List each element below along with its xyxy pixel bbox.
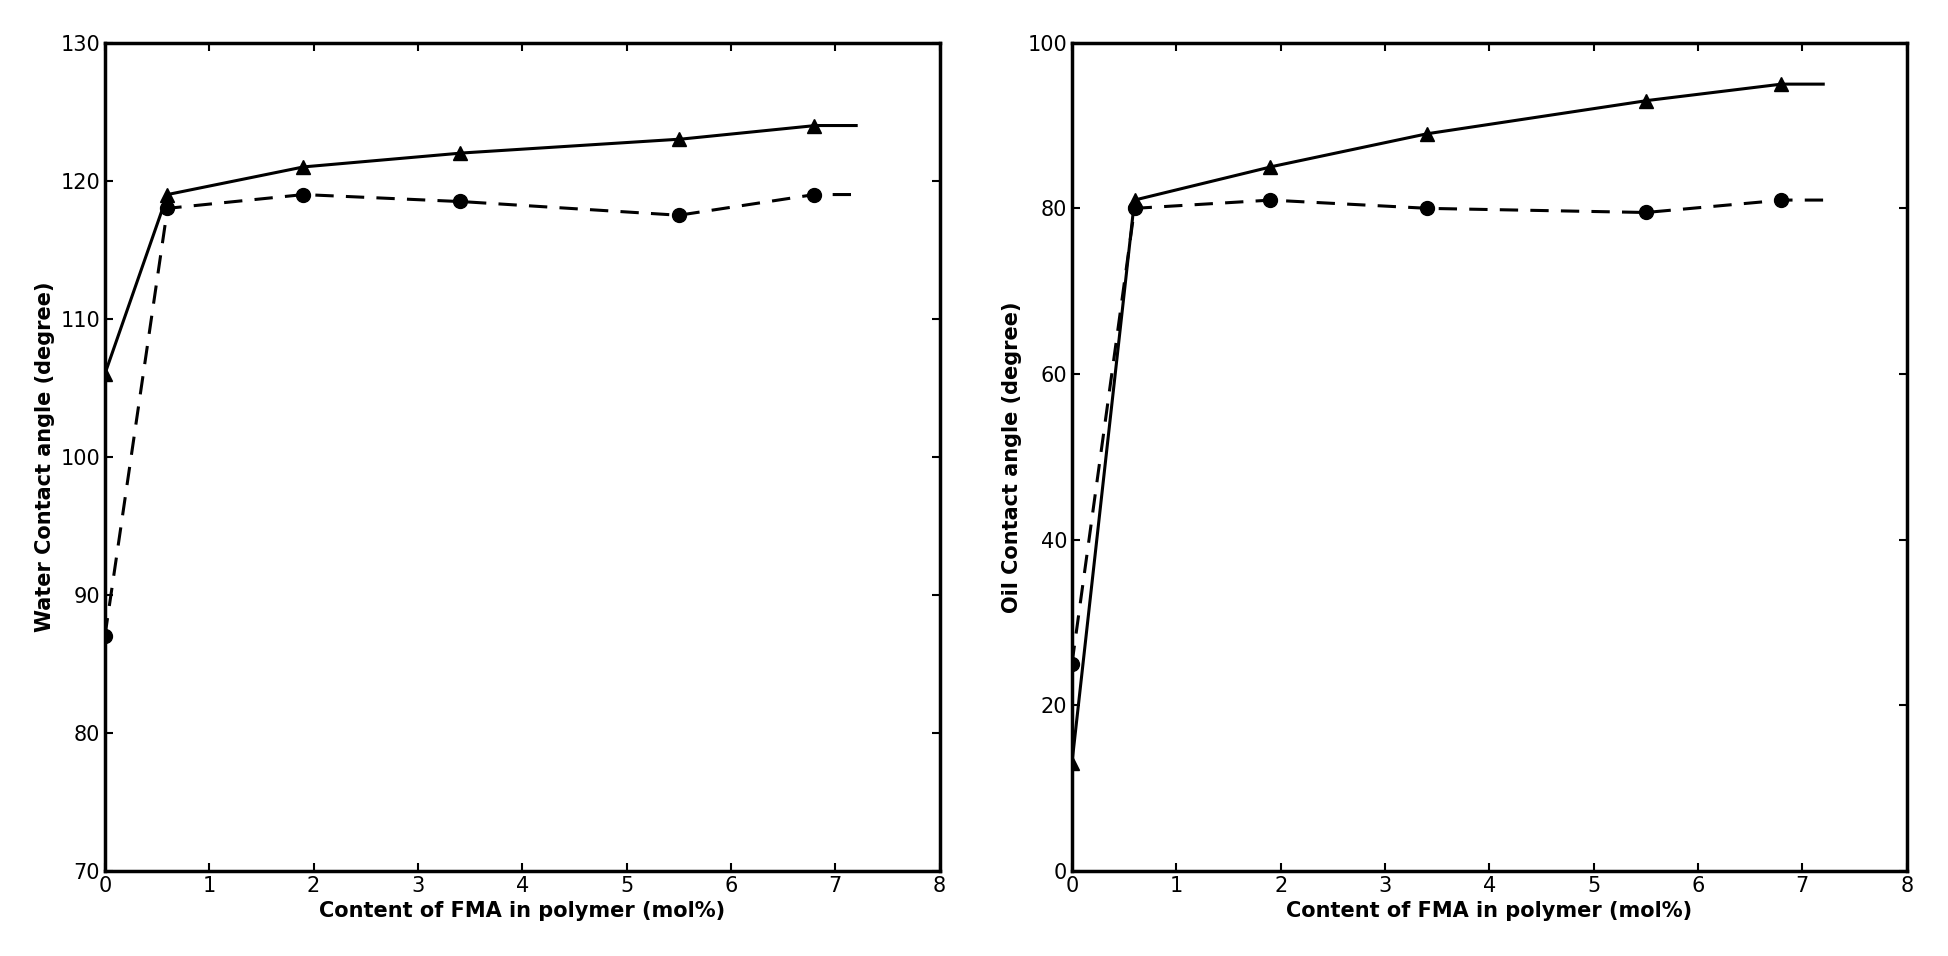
Y-axis label: Water Contact angle (degree): Water Contact angle (degree) bbox=[35, 281, 55, 632]
X-axis label: Content of FMA in polymer (mol%): Content of FMA in polymer (mol%) bbox=[1286, 902, 1693, 922]
Y-axis label: Oil Contact angle (degree): Oil Contact angle (degree) bbox=[1001, 301, 1023, 613]
X-axis label: Content of FMA in polymer (mol%): Content of FMA in polymer (mol%) bbox=[319, 902, 725, 922]
